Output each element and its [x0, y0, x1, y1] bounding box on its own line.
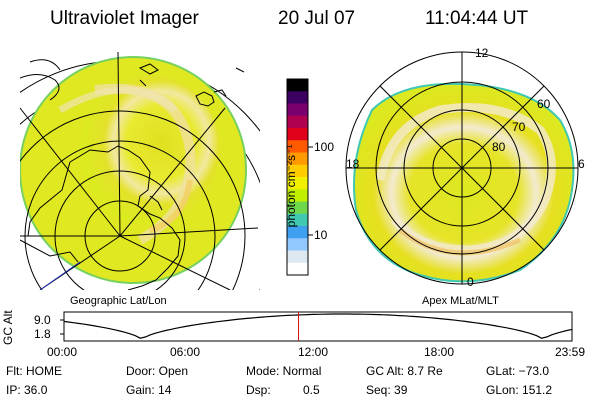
timeline-plot — [60, 311, 573, 342]
timeline-xtick-0000: 00:00 — [47, 345, 78, 359]
colorbar-swatch — [287, 213, 308, 227]
status-flight: Flt: HOME — [6, 364, 62, 378]
colorbar-swatch — [287, 189, 308, 202]
timeline-ytick-low: 1.8 — [34, 327, 51, 341]
status-dsp-value: 0.5 — [303, 383, 320, 397]
colorbar-tick-10: 10 — [314, 228, 328, 242]
status-seq: Seq: 39 — [366, 383, 408, 397]
timeline-ylabel: GC Alt — [1, 310, 15, 345]
geographic-map-label: Geographic Lat/Lon — [70, 295, 167, 307]
colorbar-swatch — [287, 262, 308, 276]
status-gc-alt: GC Alt: 8.7 Re — [366, 364, 443, 378]
geographic-map — [20, 51, 260, 290]
mlt-label-0: 0 — [467, 275, 474, 289]
status-gain: Gain: 14 — [126, 383, 172, 397]
colorbar-swatch — [287, 238, 308, 251]
date-label: 20 Jul 07 — [278, 8, 356, 29]
status-ip: IP: 36.0 — [6, 383, 48, 397]
mlat-label-60: 60 — [537, 97, 551, 111]
colorbar — [287, 79, 308, 276]
colorbar-swatch — [287, 140, 308, 153]
status-dsp-label: Dsp: — [246, 383, 271, 397]
colorbar-unit-label: photon cm⁻²s⁻¹ — [284, 144, 298, 228]
timeline-xtick-1800: 18:00 — [424, 345, 455, 359]
colorbar-swatch — [287, 152, 308, 166]
mlt-label-18: 18 — [346, 157, 360, 171]
colorbar-swatch — [287, 250, 308, 264]
time-label: 11:04:44 UT — [425, 8, 529, 29]
timeline-ytick-high: 9.0 — [34, 313, 51, 327]
mlt-label-12: 12 — [475, 46, 489, 60]
colorbar-swatch — [287, 164, 308, 178]
mlt-label-6: 6 — [578, 157, 585, 171]
colorbar-swatch — [287, 103, 308, 117]
colorbar-swatch — [287, 79, 308, 92]
mlat-label-70: 70 — [512, 120, 526, 134]
magnetic-map-label: Apex MLat/MLT — [422, 295, 499, 307]
colorbar-swatch — [287, 201, 308, 215]
status-door: Door: Open — [126, 364, 189, 378]
colorbar-swatch — [287, 128, 308, 141]
app-title: Ultraviolet Imager — [50, 8, 199, 29]
colorbar-swatch — [287, 177, 308, 190]
magnetic-map — [345, 51, 579, 285]
timeline-xtick-1200: 12:00 — [298, 345, 329, 359]
colorbar-swatch — [287, 91, 308, 104]
colorbar-tick-100: 100 — [314, 140, 335, 154]
timeline-xtick-2359: 23:59 — [555, 345, 586, 359]
status-mode: Mode: Normal — [246, 364, 322, 378]
colorbar-swatch — [287, 226, 308, 239]
colorbar-swatch — [287, 115, 308, 129]
timeline-xtick-0600: 06:00 — [170, 345, 201, 359]
status-glon: GLon: 151.2 — [486, 383, 553, 397]
mlat-label-80: 80 — [492, 140, 506, 154]
status-glat: GLat: −73.0 — [486, 364, 550, 378]
